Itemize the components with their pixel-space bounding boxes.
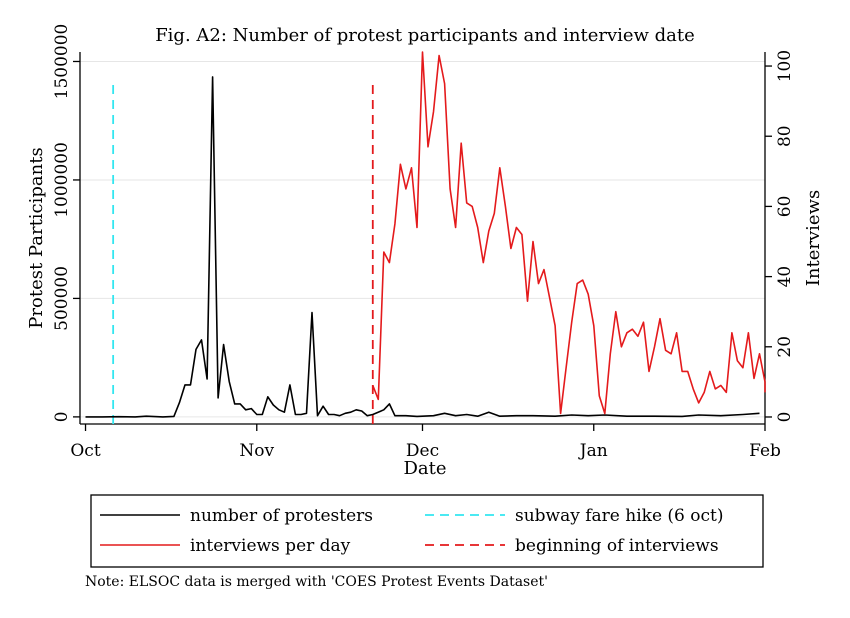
y-right-tick-label: 0 bbox=[775, 412, 795, 423]
series-line bbox=[372, 51, 766, 415]
x-axis-ticks: Oct Nov Dec Jan Feb bbox=[70, 424, 781, 461]
y-axis-right-ticks: 0 20 40 60 80 100 bbox=[765, 50, 795, 423]
x-tick-label: Dec bbox=[406, 441, 439, 461]
y-right-tick-label: 20 bbox=[775, 336, 795, 358]
footnote: Note: ELSOC data is merged with 'COES Pr… bbox=[85, 574, 548, 590]
legend-label-protesters: number of protesters bbox=[190, 506, 373, 526]
chart-title: Fig. A2: Number of protest participants … bbox=[155, 25, 695, 46]
x-tick-label: Feb bbox=[749, 441, 781, 461]
y-axis-left-ticks: 0 500000 1000000 1500000 bbox=[52, 24, 80, 422]
series-lines bbox=[85, 51, 766, 418]
legend-label-interview-start: beginning of interviews bbox=[515, 536, 719, 556]
reference-lines bbox=[112, 80, 374, 424]
x-tick-label: Oct bbox=[70, 441, 100, 461]
y-axis-right-title: Interviews bbox=[803, 190, 824, 286]
x-tick-label: Nov bbox=[239, 441, 274, 461]
y-left-tick-label: 0 bbox=[52, 411, 72, 422]
x-axis-title: Date bbox=[403, 458, 446, 479]
x-tick-label: Jan bbox=[578, 441, 608, 461]
y-right-tick-label: 100 bbox=[775, 50, 795, 82]
legend: number of protesters subway fare hike (6… bbox=[90, 494, 764, 568]
y-right-tick-label: 80 bbox=[775, 125, 795, 147]
y-left-tick-label: 500000 bbox=[52, 266, 72, 331]
y-right-tick-label: 60 bbox=[775, 196, 795, 218]
y-left-tick-label: 1500000 bbox=[52, 24, 72, 100]
legend-label-interviews: interviews per day bbox=[190, 536, 351, 556]
y-axis-left-title: Protest Participants bbox=[26, 147, 47, 328]
legend-box bbox=[90, 494, 764, 568]
legend-label-fare-hike: subway fare hike (6 oct) bbox=[515, 506, 724, 526]
series-line bbox=[85, 76, 760, 418]
y-left-tick-label: 1000000 bbox=[52, 142, 72, 218]
y-right-tick-label: 40 bbox=[775, 266, 795, 288]
